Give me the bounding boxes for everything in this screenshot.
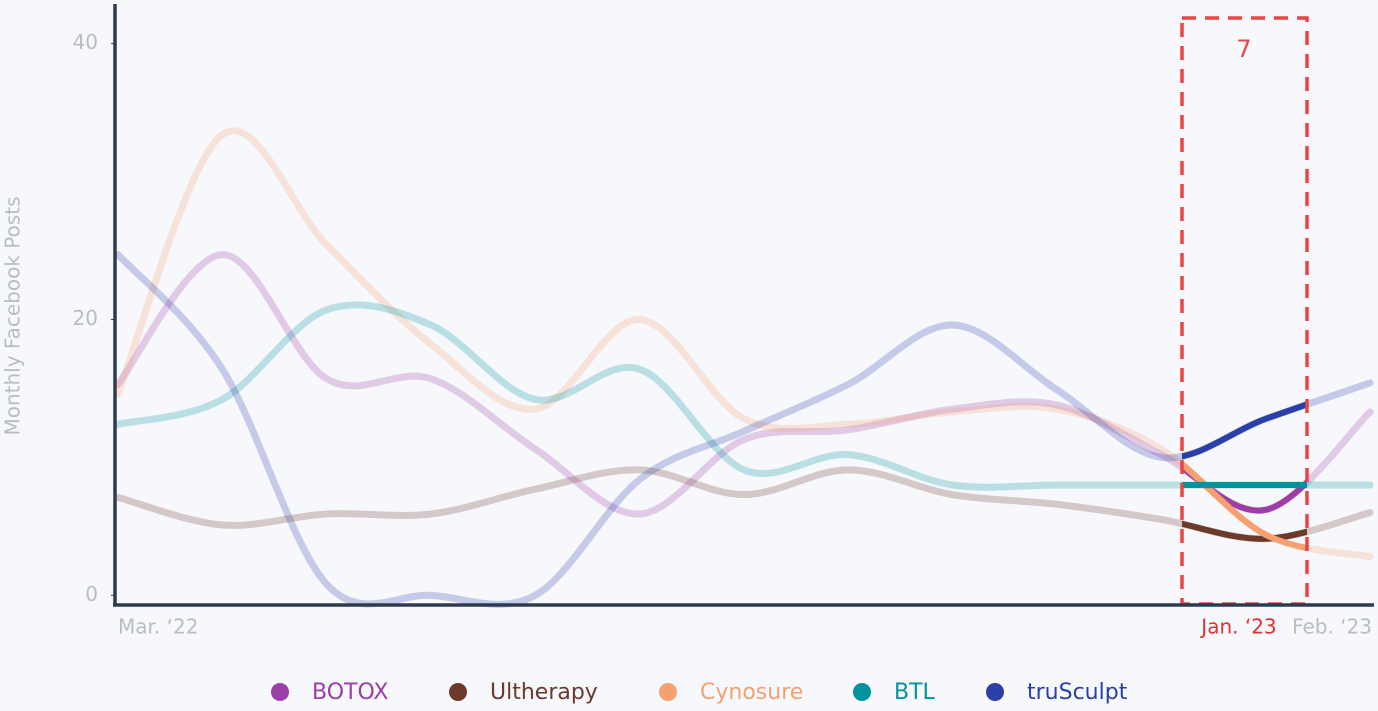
series-line-faded [114, 127, 1374, 561]
y-axis-label: Monthly Facebook Posts [1, 196, 25, 435]
legend-label: BOTOX [312, 680, 388, 705]
legend-label: truSculpt [1027, 680, 1128, 705]
legend-marker [659, 683, 677, 701]
series-line-faded [114, 301, 1374, 491]
series-line-faded [114, 251, 1374, 518]
y-tick-label: 0 [85, 582, 98, 606]
legend-marker [271, 683, 289, 701]
x-tick-label: Mar. ‘22 [118, 615, 198, 639]
legend-label: Ultherapy [490, 680, 598, 705]
legend-marker [986, 683, 1004, 701]
legend-label: Cynosure [700, 680, 803, 705]
lines [114, 127, 1374, 608]
series-line-highlight [1182, 463, 1307, 514]
x-tick-label: Jan. ‘23 [1199, 615, 1276, 639]
annotation: 7 [1236, 35, 1251, 63]
legend-marker [449, 683, 467, 701]
highlight-box [1180, 16, 1309, 606]
y-tick-label: 40 [73, 30, 98, 54]
series-line-faded [114, 251, 1374, 608]
series-line-highlight [1182, 520, 1307, 542]
legend-label: BTL [894, 680, 936, 705]
x-tick-label: Feb. ‘23 [1292, 615, 1372, 639]
legend-marker [853, 683, 871, 701]
series-line-faded [114, 466, 1374, 543]
y-tick-label: 20 [73, 306, 98, 330]
